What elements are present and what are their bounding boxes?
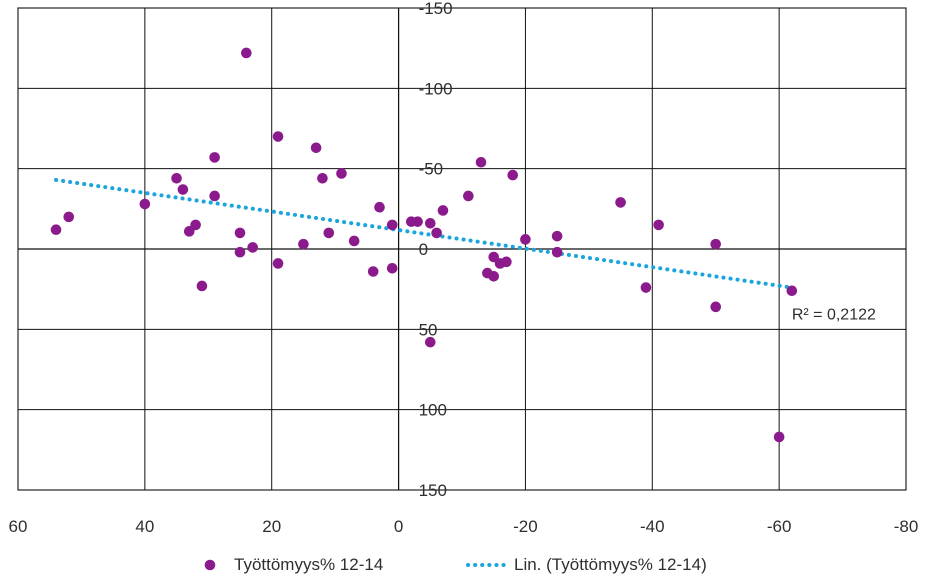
y-tick-label: -150 xyxy=(419,0,453,18)
scatter-point xyxy=(298,238,309,250)
scatter-point xyxy=(323,227,335,239)
scatter-point xyxy=(551,230,563,242)
scatter-point xyxy=(710,301,722,313)
y-tick-label: 100 xyxy=(419,401,447,420)
scatter-point xyxy=(653,219,664,231)
scatter-point xyxy=(272,258,284,269)
scatter-point xyxy=(196,280,208,292)
scatter-point xyxy=(475,156,487,168)
scatter-point xyxy=(424,336,436,348)
scatter-point xyxy=(247,242,258,253)
scatter-point xyxy=(367,266,379,277)
axis-layer xyxy=(18,8,906,490)
x-tick-label: 0 xyxy=(394,517,403,536)
legend-layer: Työttömyys% 12-14 Lin. (Työttömyys% 12-14… xyxy=(204,555,707,574)
scatter-point xyxy=(507,169,519,181)
y-tick-label: 50 xyxy=(419,320,438,339)
legend-label-series: Työttömyys% 12-14 xyxy=(234,555,383,574)
scatter-point xyxy=(177,184,189,195)
scatter-point xyxy=(171,173,182,184)
scatter-point xyxy=(437,205,449,216)
trend-line xyxy=(54,177,794,290)
scatter-point xyxy=(463,190,474,202)
scatter-point xyxy=(615,197,626,208)
scatter-point xyxy=(234,246,246,258)
scatter-point xyxy=(234,227,246,239)
scatter-point xyxy=(710,238,722,250)
scatter-point xyxy=(412,216,423,227)
scatter-point xyxy=(50,224,62,236)
scatter-point xyxy=(310,142,322,154)
x-tick-label: -80 xyxy=(894,517,919,536)
scatter-point xyxy=(209,152,220,163)
scatter-point xyxy=(139,198,151,210)
legend-label-trend: Lin. (Työttömyys% 12-14) xyxy=(514,555,707,574)
scatter-point xyxy=(640,282,652,293)
scatter-point xyxy=(317,173,328,184)
scatter-point xyxy=(272,131,284,142)
scatter-point xyxy=(241,47,252,59)
scatter-point xyxy=(190,219,201,231)
x-tick-label: -40 xyxy=(640,517,665,536)
x-tick-label: 20 xyxy=(262,517,281,536)
r-squared-label: R² = 0,2122 xyxy=(792,306,876,323)
y-tick-label: 0 xyxy=(419,240,428,259)
labels-layer: 60 40 20 0 -20 -40 -60 -80 -150 -100 -50 0 50 100 150 R… xyxy=(9,0,919,536)
scatter-point xyxy=(386,262,398,274)
scatter-point xyxy=(348,235,360,247)
x-tick-label: -60 xyxy=(767,517,792,536)
scatter-point xyxy=(336,168,347,179)
scatter-point xyxy=(63,211,75,223)
trend-layer xyxy=(54,177,794,290)
legend-marker-series xyxy=(204,559,216,571)
scatter-point xyxy=(209,190,220,202)
y-tick-label: -50 xyxy=(419,160,444,179)
scatter-point xyxy=(773,431,785,443)
scatter-point xyxy=(786,285,798,297)
x-tick-label: 40 xyxy=(135,517,154,536)
scatter-point xyxy=(374,201,385,213)
scatter-point xyxy=(520,234,531,245)
scatter-point xyxy=(386,219,398,231)
y-tick-label: 150 xyxy=(419,481,447,500)
scatter-point xyxy=(424,217,436,229)
x-tick-label: 60 xyxy=(9,517,28,536)
x-tick-label: -20 xyxy=(513,517,538,536)
points-layer xyxy=(50,47,798,443)
scatter-point xyxy=(488,271,500,282)
scatter-point xyxy=(551,246,563,258)
scatter-point xyxy=(501,256,512,268)
y-tick-label: -100 xyxy=(419,79,453,98)
scatter-point xyxy=(431,227,442,239)
